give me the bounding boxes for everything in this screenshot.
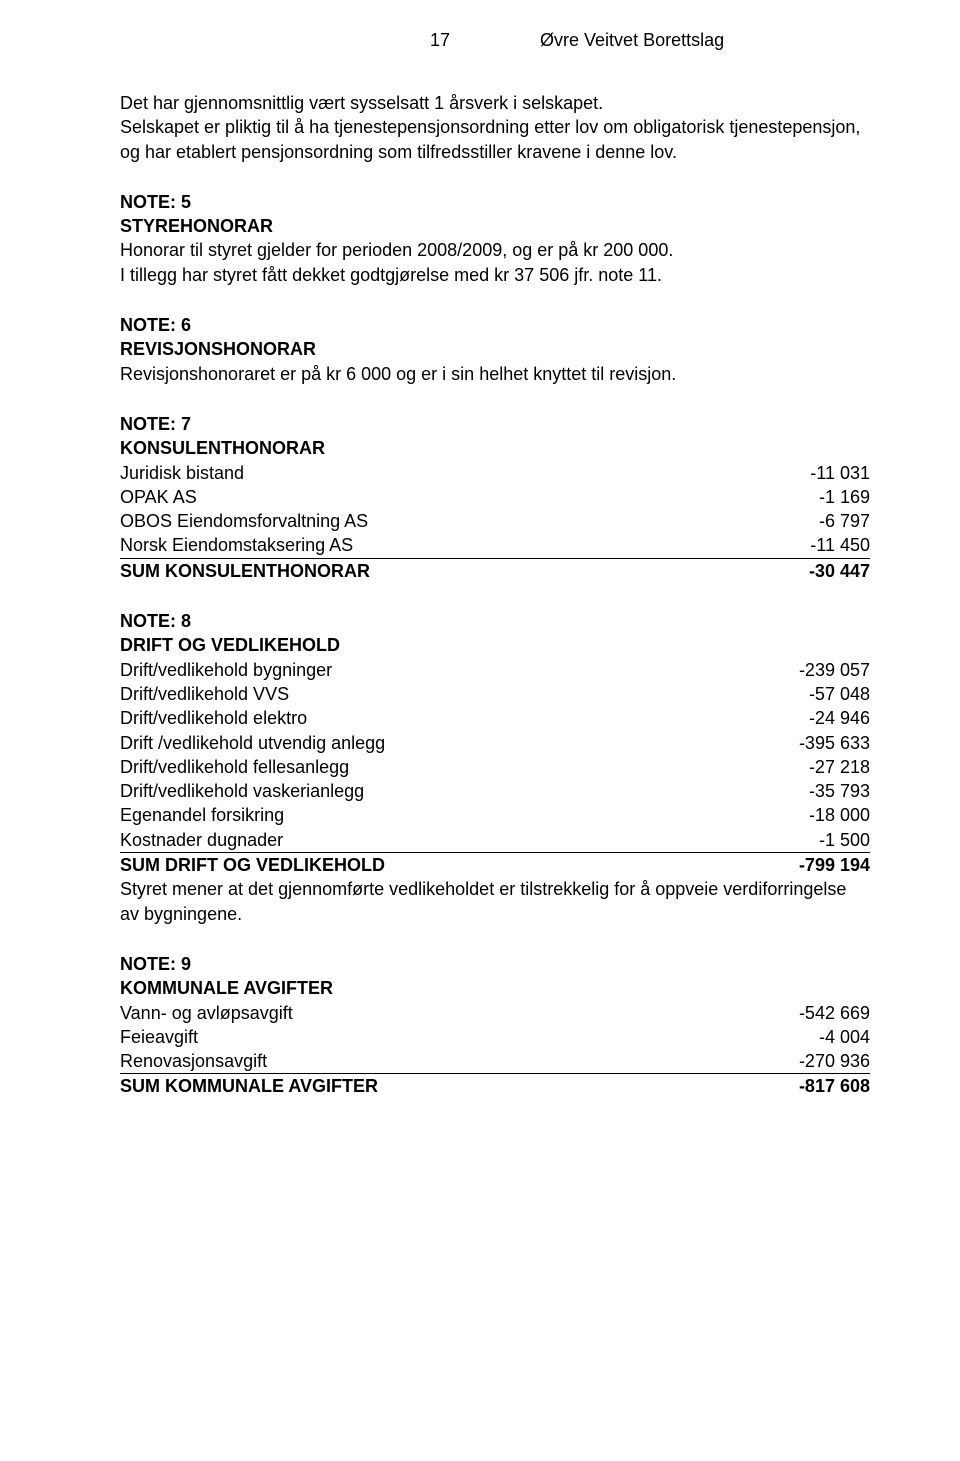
row-label: Drift/vedlikehold fellesanlegg	[120, 755, 789, 779]
note-7-label: NOTE: 7	[120, 412, 870, 436]
row-value: -6 797	[799, 509, 870, 533]
row-value: -57 048	[789, 682, 870, 706]
row-value: -35 793	[789, 779, 870, 803]
note-6-label: NOTE: 6	[120, 313, 870, 337]
table-row: Juridisk bistand -11 031	[120, 461, 870, 485]
table-row: Kostnader dugnader -1 500	[120, 828, 870, 852]
row-value: -24 946	[789, 706, 870, 730]
table-row: OPAK AS -1 169	[120, 485, 870, 509]
row-value: -11 450	[790, 533, 870, 557]
note-9-title: KOMMUNALE AVGIFTER	[120, 976, 870, 1000]
table-row: Drift/vedlikehold VVS -57 048	[120, 682, 870, 706]
row-value: -239 057	[779, 658, 870, 682]
row-value: -4 004	[799, 1025, 870, 1049]
note-7: NOTE: 7 KONSULENTHONORAR Juridisk bistan…	[120, 412, 870, 583]
row-label: OBOS Eiendomsforvaltning AS	[120, 509, 799, 533]
note-5-p2: I tillegg har styret fått dekket godtgjø…	[120, 263, 870, 287]
table-row: Drift/vedlikehold vaskerianlegg -35 793	[120, 779, 870, 803]
note-9: NOTE: 9 KOMMUNALE AVGIFTER Vann- og avlø…	[120, 952, 870, 1099]
row-label: Egenandel forsikring	[120, 803, 789, 827]
sum-row: SUM KONSULENTHONORAR -30 447	[120, 558, 870, 583]
note-7-title: KONSULENTHONORAR	[120, 436, 870, 460]
table-row: Drift /vedlikehold utvendig anlegg -395 …	[120, 731, 870, 755]
row-value: -270 936	[779, 1049, 870, 1073]
page-number: 17	[430, 30, 450, 51]
note-5-title: STYREHONORAR	[120, 214, 870, 238]
sum-value: -799 194	[779, 853, 870, 877]
document-title: Øvre Veitvet Borettslag	[540, 30, 724, 51]
table-row: Drift/vedlikehold elektro -24 946	[120, 706, 870, 730]
note-8-label: NOTE: 8	[120, 609, 870, 633]
row-value: -11 031	[790, 461, 870, 485]
row-value: -1 169	[799, 485, 870, 509]
row-value: -542 669	[779, 1001, 870, 1025]
note-5-p1: Honorar til styret gjelder for perioden …	[120, 238, 870, 262]
row-label: Drift/vedlikehold VVS	[120, 682, 789, 706]
note-8: NOTE: 8 DRIFT OG VEDLIKEHOLD Drift/vedli…	[120, 609, 870, 926]
row-label: Drift/vedlikehold elektro	[120, 706, 789, 730]
table-row: Renovasjonsavgift -270 936	[120, 1049, 870, 1073]
row-label: Juridisk bistand	[120, 461, 790, 485]
table-row: Vann- og avløpsavgift -542 669	[120, 1001, 870, 1025]
table-row: Drift/vedlikehold fellesanlegg -27 218	[120, 755, 870, 779]
page-header: 17 Øvre Veitvet Borettslag	[430, 30, 870, 51]
sum-value: -30 447	[789, 559, 870, 583]
table-row: Egenandel forsikring -18 000	[120, 803, 870, 827]
note-9-label: NOTE: 9	[120, 952, 870, 976]
table-row: Drift/vedlikehold bygninger -239 057	[120, 658, 870, 682]
sum-value: -817 608	[779, 1074, 870, 1098]
intro-block: Det har gjennomsnittlig vært sysselsatt …	[120, 91, 870, 164]
row-label: Norsk Eiendomstaksering AS	[120, 533, 790, 557]
note-5-label: NOTE: 5	[120, 190, 870, 214]
intro-p2: Selskapet er pliktig til å ha tjenestepe…	[120, 115, 870, 164]
row-label: Renovasjonsavgift	[120, 1049, 779, 1073]
sum-label: SUM DRIFT OG VEDLIKEHOLD	[120, 853, 779, 877]
note-8-title: DRIFT OG VEDLIKEHOLD	[120, 633, 870, 657]
row-label: Feieavgift	[120, 1025, 799, 1049]
row-value: -395 633	[779, 731, 870, 755]
sum-label: SUM KOMMUNALE AVGIFTER	[120, 1074, 779, 1098]
row-label: Drift/vedlikehold vaskerianlegg	[120, 779, 789, 803]
row-value: -27 218	[789, 755, 870, 779]
sum-row: SUM DRIFT OG VEDLIKEHOLD -799 194	[120, 852, 870, 877]
note-5: NOTE: 5 STYREHONORAR Honorar til styret …	[120, 190, 870, 287]
row-label: OPAK AS	[120, 485, 799, 509]
note-6: NOTE: 6 REVISJONSHONORAR Revisjonshonora…	[120, 313, 870, 386]
note-6-title: REVISJONSHONORAR	[120, 337, 870, 361]
sum-row: SUM KOMMUNALE AVGIFTER -817 608	[120, 1073, 870, 1098]
row-value: -18 000	[789, 803, 870, 827]
note-8-footnote: Styret mener at det gjennomførte vedlike…	[120, 877, 870, 926]
row-value: -1 500	[799, 828, 870, 852]
intro-p1: Det har gjennomsnittlig vært sysselsatt …	[120, 91, 870, 115]
row-label: Vann- og avløpsavgift	[120, 1001, 779, 1025]
table-row: OBOS Eiendomsforvaltning AS -6 797	[120, 509, 870, 533]
document-page: 17 Øvre Veitvet Borettslag Det har gjenn…	[0, 0, 960, 1185]
sum-label: SUM KONSULENTHONORAR	[120, 559, 789, 583]
note-6-p1: Revisjonshonoraret er på kr 6 000 og er …	[120, 362, 870, 386]
table-row: Norsk Eiendomstaksering AS -11 450	[120, 533, 870, 557]
row-label: Kostnader dugnader	[120, 828, 799, 852]
row-label: Drift /vedlikehold utvendig anlegg	[120, 731, 779, 755]
row-label: Drift/vedlikehold bygninger	[120, 658, 779, 682]
table-row: Feieavgift -4 004	[120, 1025, 870, 1049]
